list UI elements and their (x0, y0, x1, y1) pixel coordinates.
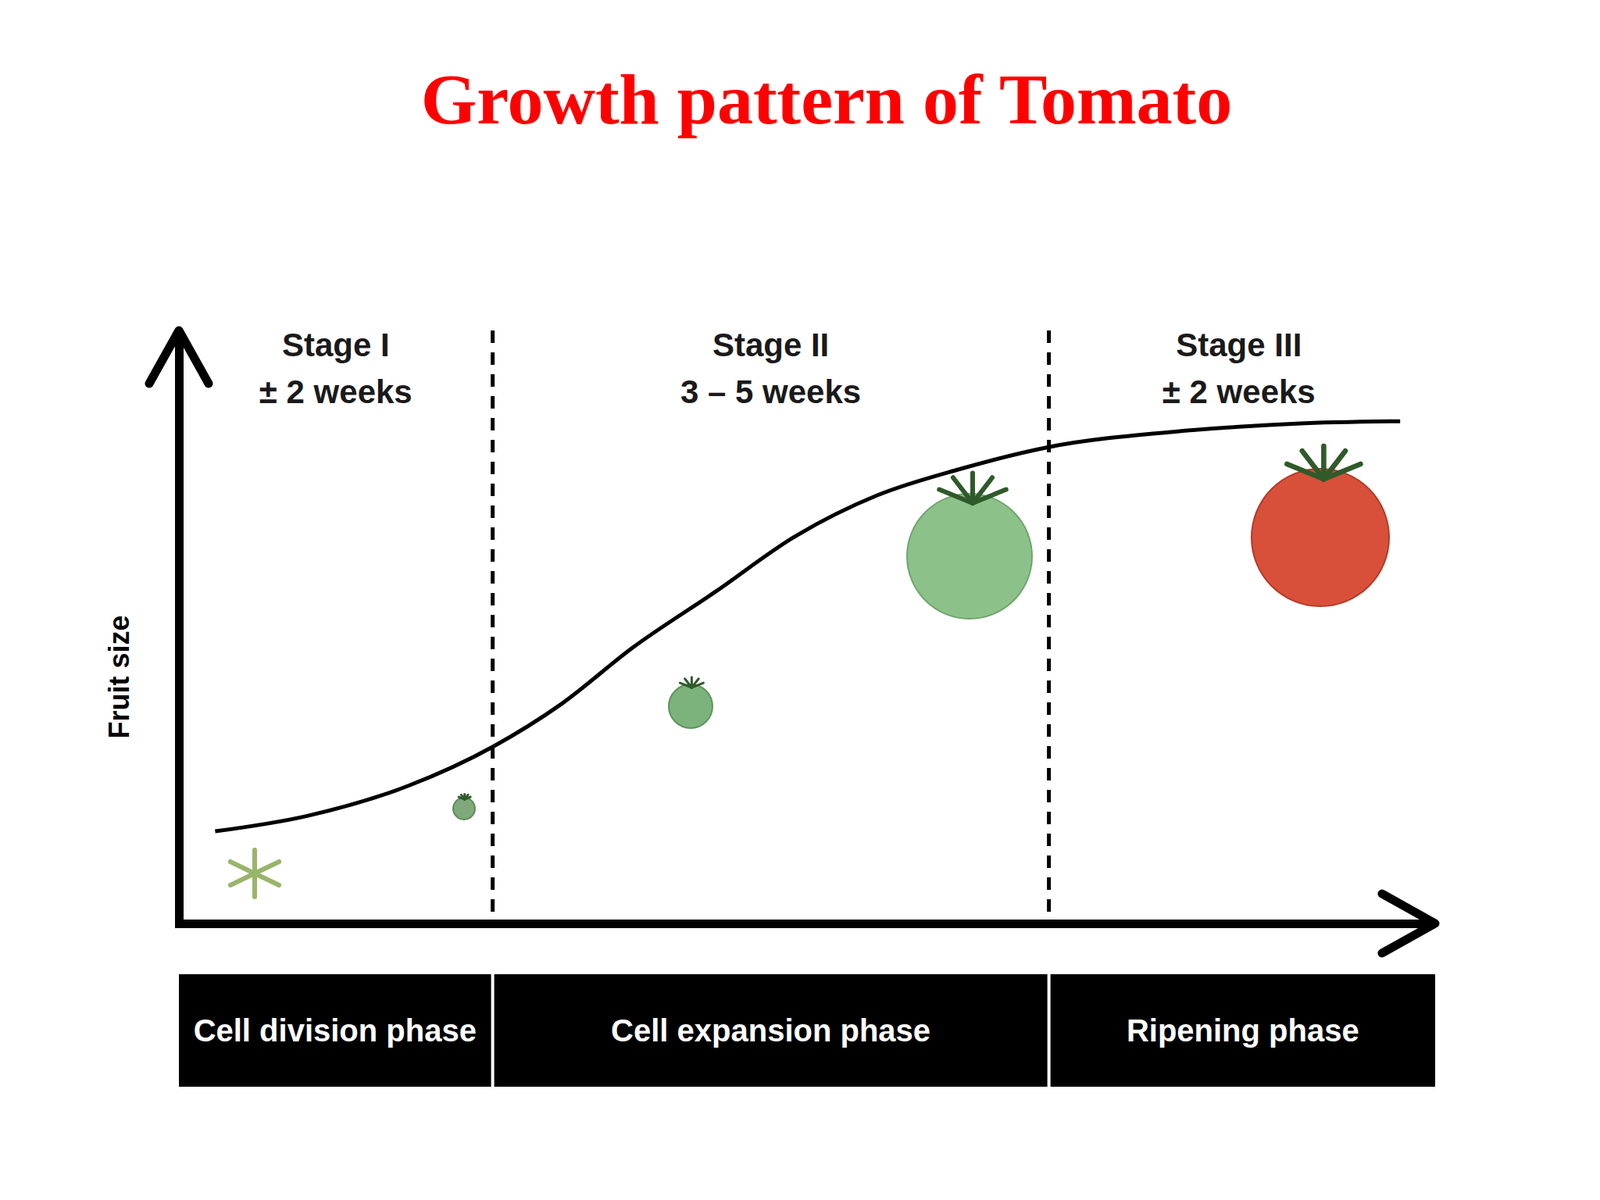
stage-label: Stage II (712, 326, 829, 364)
y-axis-title: Fruit size (103, 614, 136, 739)
tomato (668, 684, 713, 729)
flower-petal (230, 873, 255, 886)
stage-duration: ± 2 weeks (259, 373, 413, 411)
flower-petal (254, 873, 279, 886)
flower-petal (230, 861, 255, 874)
axis-arrows (149, 330, 1436, 954)
phase-label: Cell division phase (193, 1013, 477, 1048)
phase-box (494, 974, 1048, 1087)
x-axis (179, 923, 1430, 925)
sepal (464, 796, 471, 800)
flower-petal (252, 873, 258, 897)
stage-label: Stage I (282, 326, 390, 364)
growth-curve (214, 421, 1400, 832)
axis-line (179, 919, 1430, 929)
flower-petal (254, 861, 279, 874)
chart: Growth pattern of Tomato Fruit size Stage … (0, 0, 1600, 1200)
stage-label: Stage III (1175, 326, 1302, 364)
sepal (953, 477, 973, 504)
stage-divider (1046, 330, 1051, 924)
plot-area (214, 421, 1400, 832)
stage-divider (490, 330, 495, 924)
sepal (1302, 450, 1325, 479)
phase-bar: Cell division phase Cell expansion phase R… (178, 974, 1436, 1087)
phase-label: Cell expansion phase (610, 1013, 931, 1048)
tomato (1251, 468, 1390, 607)
axis-line (175, 337, 184, 925)
stage-duration: 3 – 5 weeks (680, 373, 861, 411)
tomato (907, 493, 1033, 619)
y-axis (178, 337, 180, 925)
phase-label: Ripening phase (1126, 1013, 1360, 1048)
stage-duration: ± 2 weeks (1162, 373, 1316, 411)
flower-petal (252, 850, 258, 874)
tomato-illustrations (230, 446, 1390, 897)
stage-dividers (492, 330, 1050, 924)
tomato (453, 797, 475, 820)
sepal (691, 682, 704, 688)
x-arrowhead (1382, 893, 1436, 954)
sepal (972, 489, 1007, 504)
phase-box (178, 974, 492, 1087)
phase-box (1050, 974, 1436, 1087)
y-arrowhead (149, 330, 209, 384)
title: Growth pattern of Tomato (421, 59, 1233, 140)
sepal (1323, 464, 1361, 479)
